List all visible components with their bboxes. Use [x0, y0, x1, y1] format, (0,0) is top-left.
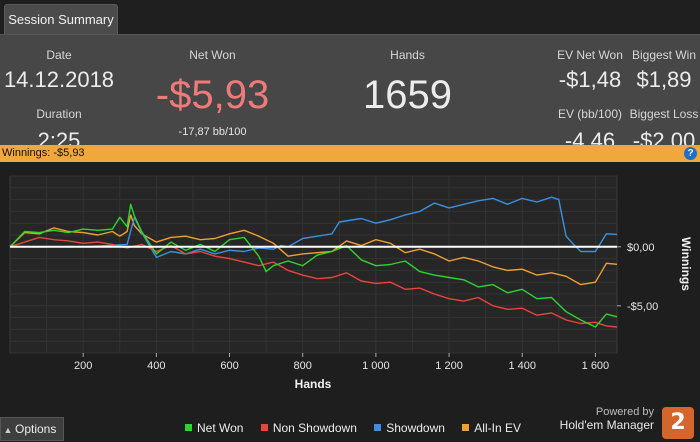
bottom-bar: ▲ Options Net Won Non Showdown Showdown A… — [0, 406, 700, 442]
powered-by-text: Powered by — [595, 406, 654, 418]
winnings-label: Winnings: — [2, 147, 51, 159]
ev-netwon-label: EV Net Won — [557, 48, 623, 62]
ev-bb-label: EV (bb/100) — [557, 107, 623, 121]
showdown-line — [10, 196, 618, 259]
all-in-ev-line — [9, 214, 618, 286]
winnings-chart: 200 400 600 800 1 000 1 200 1 400 1 600 $0,00 -$5… — [0, 162, 700, 414]
tab-bar: Session Summary — [0, 0, 700, 35]
options-label: Options — [15, 422, 57, 436]
legend-item-non-showdown[interactable]: Non Showdown — [260, 421, 357, 435]
y-tick-label: -$5,00 — [627, 301, 658, 313]
chart-legend: Net Won Non Showdown Showdown All-In EV — [185, 421, 535, 435]
hm2-logo: 2 — [662, 407, 694, 439]
date-label: Date — [46, 48, 72, 62]
session-summary-panel: Date 14.12.2018 Duration 2:25 Net Won -$… — [0, 34, 700, 153]
winnings-bar: Winnings: -$5,93 ? — [0, 145, 700, 162]
chart-svg: 200 400 600 800 1 000 1 200 1 400 1 600 $0,00 -$5… — [0, 162, 700, 414]
biggest-win-value: $1,89 — [636, 67, 692, 92]
plot-area — [9, 175, 618, 354]
duration-label: Duration — [36, 107, 82, 121]
legend-label: All-In EV — [474, 421, 521, 435]
legend-item-showdown[interactable]: Showdown — [374, 421, 445, 435]
date-value: 14.12.2018 — [3, 67, 115, 92]
legend-label: Non Showdown — [272, 421, 357, 435]
x-tick-label: 1 200 — [435, 360, 463, 372]
x-tick-label: 600 — [220, 360, 238, 372]
non-showdown-line — [9, 236, 618, 328]
bb100-value: -17,87 bb/100 — [178, 126, 247, 138]
legend-label: Net Won — [197, 421, 244, 435]
x-tick-label: 200 — [74, 360, 92, 372]
series-group — [9, 196, 618, 328]
legend-item-all-in-ev[interactable]: All-In EV — [462, 421, 521, 435]
winnings-value: -$5,93 — [53, 147, 85, 159]
hands-value: 1659 — [363, 73, 452, 117]
legend-swatch — [260, 424, 268, 431]
y-tick-label: $0,00 — [627, 242, 655, 254]
netwon-value: -$5,93 — [155, 73, 270, 117]
chevron-up-icon: ▲ — [3, 425, 13, 435]
netwon-label: Net Won — [189, 48, 236, 62]
product-name: Hold'em Manager — [559, 418, 654, 432]
legend-swatch — [374, 424, 382, 431]
ev-netwon-value: -$1,48 — [558, 67, 622, 92]
x-tick-label: 400 — [147, 360, 165, 372]
biggest-win-label: Biggest Win — [631, 48, 697, 62]
winnings-text: Winnings: -$5,93 — [2, 147, 85, 159]
legend-label: Showdown — [386, 421, 445, 435]
branding: Powered by Hold'em Manager — [560, 406, 654, 432]
x-axis-title: Hands — [295, 377, 332, 391]
legend-item-net-won[interactable]: Net Won — [185, 421, 243, 435]
x-tick-label: 1 400 — [508, 360, 536, 372]
help-icon[interactable]: ? — [684, 147, 697, 160]
net-won-line — [9, 203, 618, 328]
x-tick-label: 1 000 — [362, 360, 390, 372]
y-axis-title: Winnings — [679, 237, 693, 291]
x-tick-label: 800 — [294, 360, 312, 372]
tab-session-summary[interactable]: Session Summary — [4, 4, 118, 35]
hands-label: Hands — [390, 48, 425, 62]
legend-swatch — [462, 424, 470, 431]
options-button[interactable]: ▲ Options — [0, 417, 64, 441]
legend-swatch — [185, 424, 192, 431]
x-tick-label: 1 600 — [582, 360, 610, 372]
axes: 200 400 600 800 1 000 1 200 1 400 1 600 $0,00 -$5… — [74, 242, 658, 372]
biggest-loss-label: Biggest Loss — [629, 107, 699, 121]
